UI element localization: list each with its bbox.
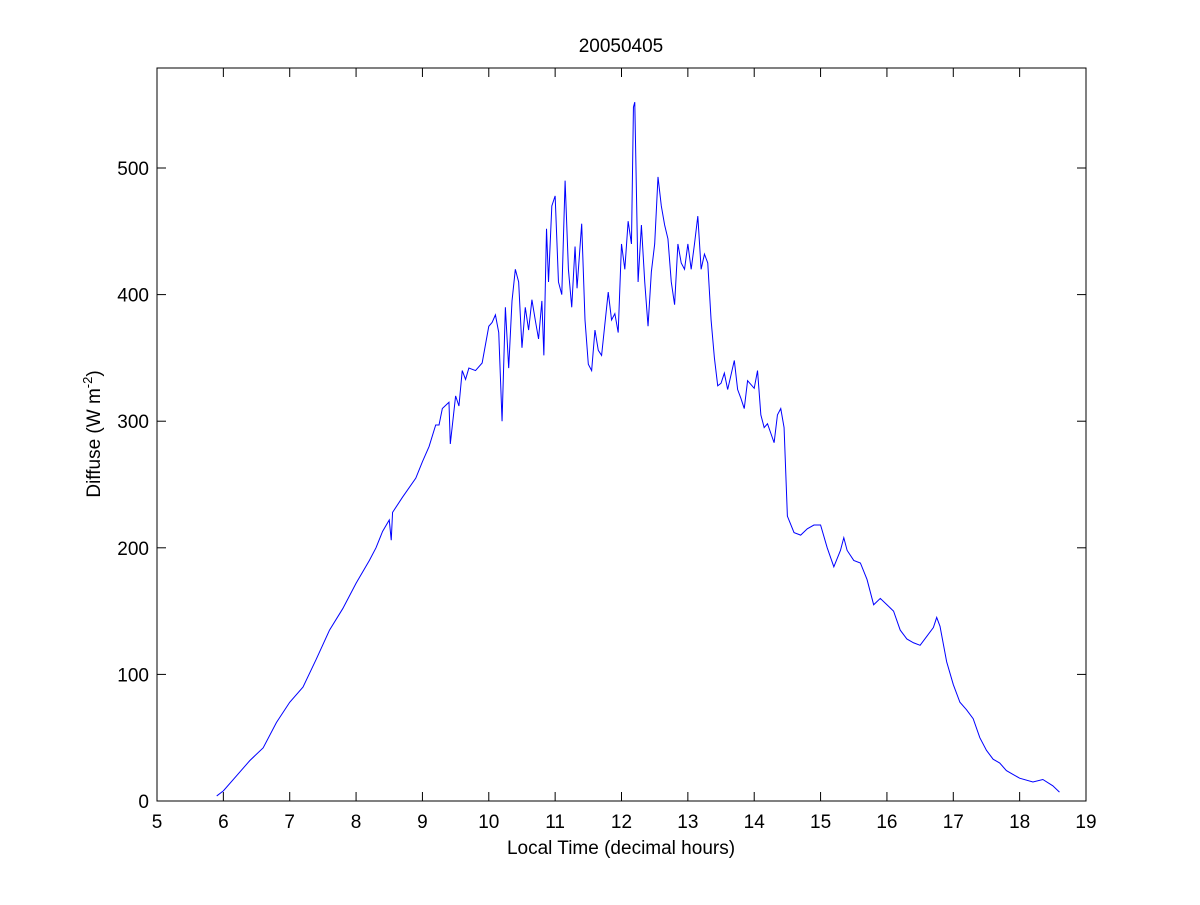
x-tick-label: 17 [943, 812, 964, 833]
x-tick-label: 7 [284, 812, 295, 833]
x-tick-label: 14 [744, 812, 766, 833]
data-line [216, 102, 1060, 797]
y-axis-label: Diffuse (W m-2) [80, 370, 105, 497]
x-tick-label: 15 [810, 812, 831, 833]
y-tick-label: 100 [117, 665, 149, 686]
y-tick-label: 300 [117, 412, 149, 433]
x-tick-label: 11 [545, 812, 565, 833]
x-tick-label: 5 [152, 812, 163, 833]
y-tick-label: 500 [117, 159, 149, 180]
x-tick-label: 19 [1075, 812, 1096, 833]
y-label-text: ) [84, 370, 105, 376]
x-axis-label: Local Time (decimal hours) [507, 838, 735, 859]
y-label-text: Diffuse (W m [84, 388, 105, 497]
plot-area [156, 67, 1087, 802]
y-tick-label: 0 [138, 792, 149, 813]
x-tick-label: 16 [876, 812, 897, 833]
y-tick-label: 400 [117, 286, 149, 307]
x-tick-label: 12 [611, 812, 632, 833]
x-tick-label: 10 [478, 812, 499, 833]
x-tick-label: 8 [351, 812, 362, 833]
y-label-superscript: -2 [80, 377, 95, 389]
chart-title: 20050405 [579, 36, 664, 57]
y-tick-label: 200 [117, 539, 149, 560]
x-tick-label: 18 [1009, 812, 1030, 833]
x-tick-label: 9 [417, 812, 428, 833]
x-tick-label: 13 [677, 812, 698, 833]
x-tick-label: 6 [218, 812, 229, 833]
